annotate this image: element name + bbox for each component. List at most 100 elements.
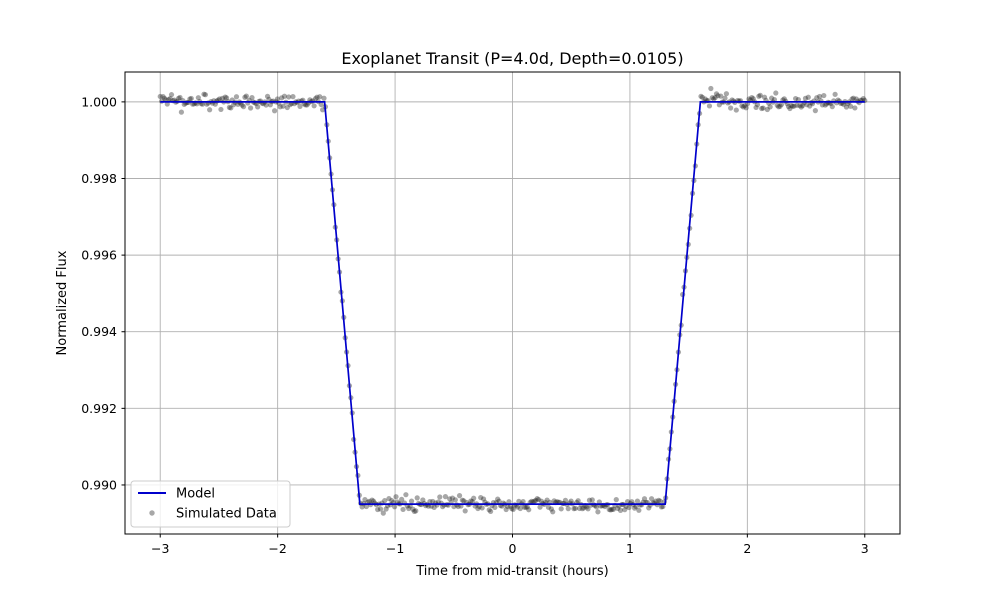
- y-tick-label: 0.996: [81, 248, 117, 263]
- data-point: [233, 94, 240, 100]
- data-point: [195, 95, 201, 101]
- data-point: [524, 504, 530, 510]
- data-point: [533, 497, 539, 504]
- data-point: [832, 91, 838, 97]
- data-point: [304, 102, 310, 108]
- data-point: [223, 95, 230, 101]
- data-point: [216, 96, 223, 102]
- data-point: [698, 93, 704, 99]
- data-point: [187, 96, 193, 102]
- data-point: [321, 95, 327, 101]
- data-point: [757, 92, 763, 98]
- data-point: [571, 506, 577, 512]
- data-point: [318, 101, 324, 108]
- data-point: [286, 94, 292, 100]
- data-point: [538, 498, 545, 504]
- data-point: [622, 507, 628, 513]
- data-point: [771, 96, 778, 103]
- data-point: [778, 101, 785, 108]
- data-point: [516, 498, 522, 504]
- data-point: [420, 497, 426, 503]
- data-point: [840, 101, 847, 107]
- x-tick-label: 2: [743, 541, 751, 556]
- data-point: [764, 106, 770, 113]
- x-axis-label: Time from mid-transit (hours): [415, 564, 609, 579]
- data-point: [255, 104, 261, 110]
- data-point: [658, 504, 665, 510]
- data-point: [768, 95, 775, 101]
- data-point: [548, 506, 554, 512]
- data-point: [177, 94, 183, 101]
- data-point: [756, 93, 762, 99]
- data-point: [410, 506, 416, 512]
- data-point: [568, 498, 574, 504]
- data-point: [382, 498, 388, 504]
- data-point: [733, 107, 739, 113]
- data-point: [394, 499, 401, 505]
- data-point: [181, 101, 187, 107]
- data-point: [486, 507, 492, 513]
- data-point: [492, 504, 498, 510]
- y-tick-label: 1.000: [81, 94, 117, 109]
- data-point: [228, 105, 234, 111]
- data-point: [812, 108, 818, 114]
- data-point: [222, 94, 228, 100]
- data-point: [749, 95, 755, 101]
- data-point: [280, 103, 286, 109]
- data-point: [312, 96, 319, 102]
- data-point: [377, 506, 384, 512]
- data-point: [774, 102, 780, 108]
- data-point: [164, 101, 170, 107]
- data-point: [575, 498, 581, 504]
- data-point: [602, 503, 608, 510]
- data-point: [728, 105, 734, 111]
- data-point: [660, 503, 666, 510]
- data-point: [366, 498, 372, 504]
- data-point: [235, 101, 241, 107]
- data-point: [544, 497, 550, 503]
- data-point: [266, 96, 272, 102]
- data-point: [760, 105, 766, 111]
- data-point: [632, 505, 638, 511]
- data-point: [593, 504, 600, 510]
- data-point: [653, 498, 659, 504]
- data-point: [411, 508, 417, 515]
- data-point: [798, 104, 804, 110]
- data-point: [437, 494, 443, 500]
- data-point: [479, 505, 485, 511]
- data-point: [534, 496, 540, 502]
- data-point: [634, 498, 641, 504]
- data-point: [702, 96, 708, 102]
- data-point: [624, 498, 631, 505]
- data-point: [452, 497, 458, 503]
- data-point: [706, 103, 713, 109]
- data-point: [297, 103, 303, 109]
- data-point: [393, 494, 399, 500]
- data-point: [713, 91, 720, 97]
- data-point: [586, 497, 593, 503]
- data-point: [400, 506, 406, 513]
- data-point: [370, 498, 377, 504]
- data-point: [633, 503, 639, 510]
- data-point: [408, 498, 415, 504]
- data-point: [509, 506, 515, 512]
- data-point: [520, 498, 526, 505]
- data-point: [626, 504, 632, 511]
- data-point: [739, 103, 745, 109]
- data-point: [521, 504, 528, 510]
- data-point: [802, 95, 809, 101]
- data-point: [711, 96, 717, 102]
- data-point: [595, 509, 601, 515]
- data-point: [657, 498, 663, 504]
- data-point: [788, 102, 794, 109]
- data-point: [264, 93, 271, 99]
- data-point: [565, 506, 571, 512]
- legend-data-swatch: [149, 510, 155, 516]
- data-point: [461, 498, 467, 504]
- data-point: [648, 496, 655, 502]
- data-point: [480, 496, 487, 502]
- data-point: [475, 505, 481, 512]
- data-point: [427, 498, 433, 505]
- data-point: [777, 103, 783, 109]
